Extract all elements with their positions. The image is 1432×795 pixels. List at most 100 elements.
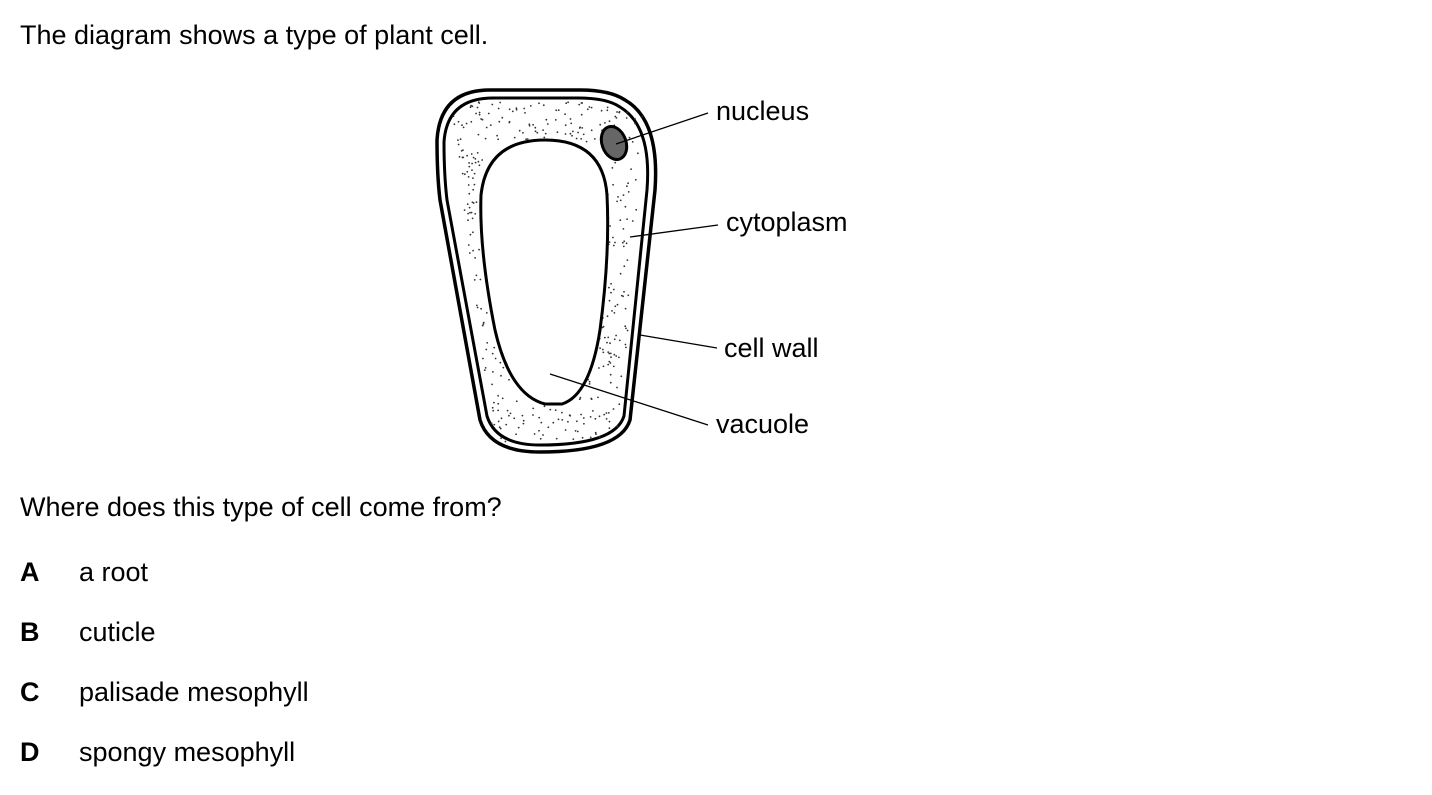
stipple-dot: [586, 108, 589, 111]
stipple-dot: [609, 225, 611, 227]
stipple-dot: [637, 152, 639, 155]
stipple-dot: [508, 108, 511, 111]
stipple-dot: [466, 170, 469, 173]
stipple-dot: [606, 109, 609, 112]
stipple-dot: [463, 209, 466, 212]
stipple-dot: [625, 346, 627, 349]
stipple-dot: [610, 291, 612, 294]
stipple-dot: [492, 409, 495, 412]
stipple-dot: [500, 374, 502, 377]
stipple-dot: [625, 117, 628, 119]
stipple-dot: [581, 436, 584, 439]
stipple-dot: [627, 182, 629, 185]
stipple-dot: [582, 133, 585, 136]
stipple-dot: [608, 299, 611, 302]
stipple-dot: [469, 233, 472, 236]
stipple-dot: [595, 433, 597, 435]
stipple-dot: [517, 426, 520, 429]
stipple-dot: [624, 325, 627, 328]
stipple-dot: [610, 282, 612, 285]
stipple-dot: [459, 138, 462, 141]
stipple-dot: [600, 109, 603, 112]
stipple-dot: [593, 138, 596, 140]
option-c[interactable]: C palisade mesophyll: [20, 675, 309, 735]
stipple-dot: [579, 396, 582, 399]
stipple-dot: [574, 430, 577, 432]
stipple-dot: [471, 169, 473, 172]
stipple-dot: [557, 418, 560, 421]
option-text: cuticle: [79, 617, 156, 647]
stipple-dot: [476, 304, 478, 307]
stipple-dot: [476, 106, 479, 109]
stipple-dot: [473, 172, 476, 175]
cell-wall-label-line: [639, 334, 718, 349]
stipple-dot: [545, 118, 548, 121]
stipple-dot: [538, 416, 541, 419]
stipple-dot: [623, 290, 625, 293]
stipple-dot: [506, 409, 509, 412]
stipple-dot: [477, 133, 480, 136]
stipple-dot: [493, 423, 496, 426]
stipple-dot: [565, 102, 568, 105]
stipple-dot: [580, 102, 583, 104]
stipple-dot: [549, 408, 552, 411]
stipple-dot: [564, 429, 567, 431]
stipple-dot: [641, 115, 644, 118]
stipple-dot: [487, 112, 490, 115]
stipple-dot: [491, 406, 494, 409]
stipple-dot: [622, 194, 625, 197]
stipple-dot: [625, 327, 627, 330]
stipple-dot: [577, 131, 579, 134]
stipple-dot: [466, 203, 469, 206]
stipple-dot: [529, 105, 532, 107]
stipple-dot: [473, 279, 476, 281]
stipple-dot: [513, 136, 516, 139]
stipple-dot: [547, 426, 550, 429]
stipple-dot: [534, 126, 537, 129]
stipple-dot: [624, 343, 627, 346]
stipple-dot: [542, 129, 544, 132]
option-a[interactable]: A a root: [20, 555, 309, 615]
stipple-dot: [453, 123, 456, 126]
stipple-dot: [606, 341, 608, 344]
stipple-dot: [471, 162, 473, 165]
stipple-dot: [475, 274, 478, 277]
stipple-dot: [528, 124, 531, 127]
stipple-dot: [472, 188, 475, 191]
stipple-dot: [580, 413, 582, 416]
stipple-dot: [498, 426, 501, 429]
stipple-dot: [613, 312, 616, 314]
stipple-dot: [599, 347, 601, 350]
option-letter: C: [20, 677, 40, 707]
stipple-dot: [612, 244, 615, 247]
option-letter: D: [20, 737, 40, 767]
option-d[interactable]: D spongy mesophyll: [20, 735, 309, 795]
stipple-dot: [471, 201, 474, 204]
stipple-dot: [484, 137, 487, 140]
stipple-dot: [580, 138, 583, 140]
stipple-dot: [476, 306, 479, 309]
question-text: Where does this type of cell come from?: [20, 492, 502, 522]
stipple-dot: [528, 123, 531, 126]
stipple-dot: [628, 136, 631, 139]
stipple-dot: [478, 102, 481, 104]
stipple-dot: [599, 123, 602, 126]
stipple-dot: [546, 123, 549, 125]
stipple-dot: [606, 315, 609, 318]
stipple-dot: [608, 286, 610, 289]
stipple-dot: [625, 242, 628, 245]
stipple-dot: [626, 185, 628, 188]
stipple-dot: [462, 126, 465, 129]
option-b[interactable]: B cuticle: [20, 615, 309, 675]
stipple-dot: [485, 312, 488, 314]
stipple-dot: [610, 356, 612, 358]
stipple-dot: [623, 240, 626, 243]
stipple-dot: [473, 183, 476, 186]
stipple-dot: [481, 159, 484, 161]
stipple-dot: [635, 208, 638, 211]
stipple-dot: [467, 212, 469, 215]
stipple-dot: [613, 353, 616, 356]
stipple-dot: [555, 109, 558, 112]
stipple-dot: [508, 378, 510, 381]
